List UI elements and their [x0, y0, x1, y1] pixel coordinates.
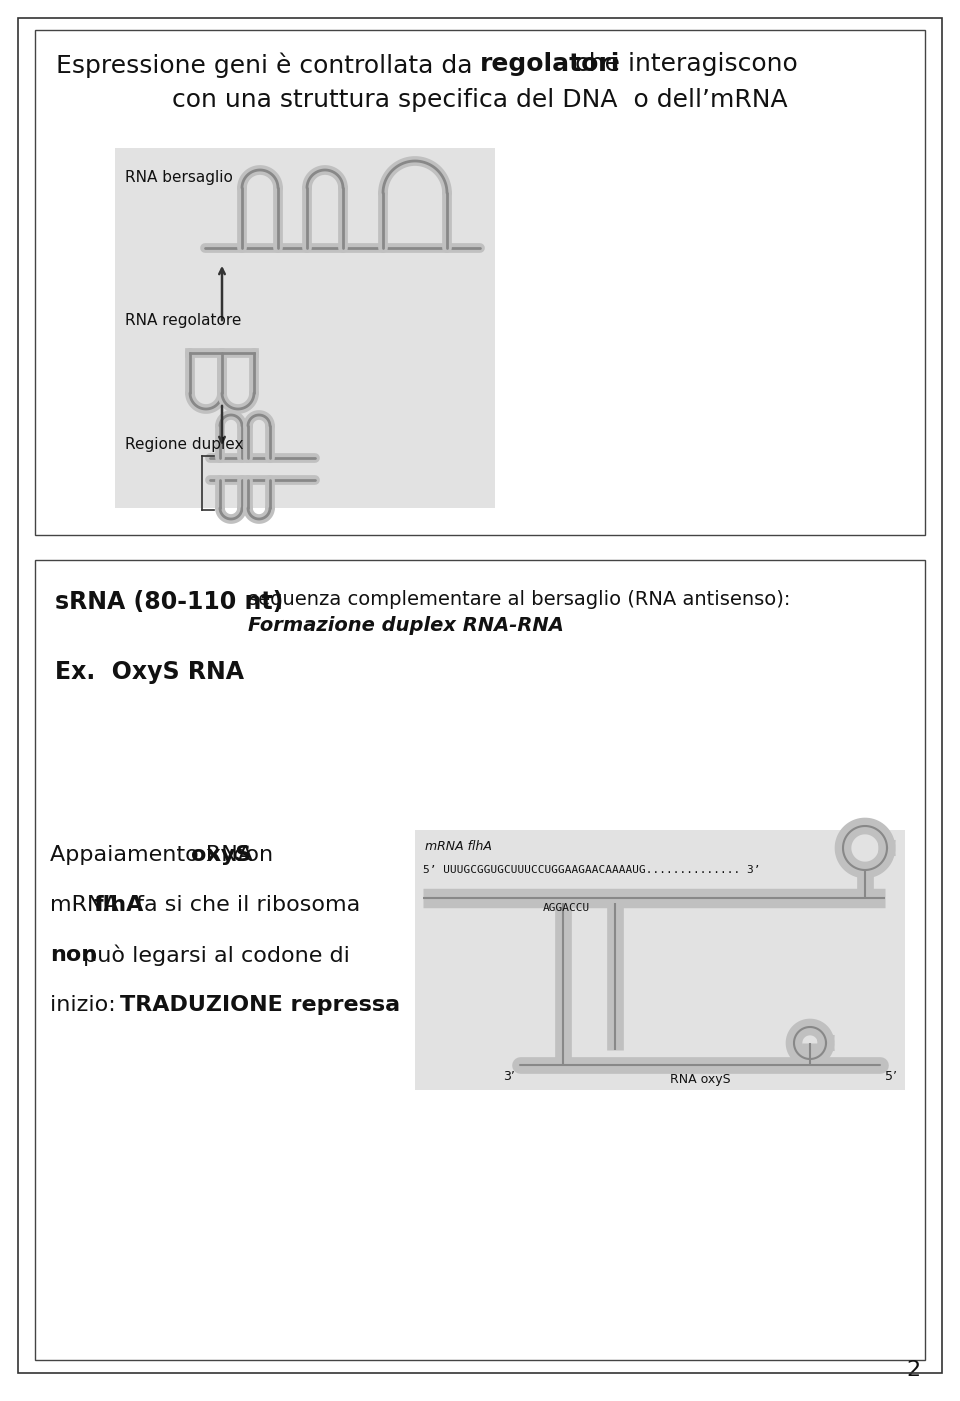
Text: flhA: flhA — [94, 895, 144, 915]
Text: inizio:: inizio: — [50, 995, 123, 1014]
Text: 5’: 5’ — [885, 1070, 897, 1083]
Text: mRNA: mRNA — [50, 895, 126, 915]
Text: Formazione duplex RNA-RNA: Formazione duplex RNA-RNA — [248, 616, 564, 635]
Text: 5’ UUUGCGGUGCUUUCCUGGAAGAACAAAAUG.............. 3’: 5’ UUUGCGGUGCUUUCCUGGAAGAACAAAAUG.......… — [423, 864, 760, 876]
Text: Regione duplex: Regione duplex — [125, 437, 244, 451]
Bar — [35, 29, 925, 535]
Bar — [35, 560, 925, 1360]
Text: può legarsi al codone di: può legarsi al codone di — [77, 946, 350, 967]
Text: mRNA flhA: mRNA flhA — [425, 841, 492, 853]
Text: TRADUZIONE repressa: TRADUZIONE repressa — [120, 995, 400, 1014]
Text: RNA regolatore: RNA regolatore — [125, 314, 241, 328]
Text: non: non — [50, 946, 97, 965]
Text: Espressione geni è controllata da: Espressione geni è controllata da — [56, 52, 480, 77]
Text: che interagiscono: che interagiscono — [567, 52, 798, 76]
Text: Ex.  OxyS RNA: Ex. OxyS RNA — [55, 660, 244, 684]
Text: RNA oxyS: RNA oxyS — [670, 1073, 731, 1086]
Text: Appaiamento RNA: Appaiamento RNA — [50, 845, 260, 864]
Text: AGGACCU: AGGACCU — [543, 904, 590, 913]
Text: RNA bersaglio: RNA bersaglio — [125, 170, 233, 185]
Bar — [415, 829, 905, 1090]
Text: sequenza complementare al bersaglio (RNA antisenso):: sequenza complementare al bersaglio (RNA… — [248, 590, 790, 609]
Text: con: con — [226, 845, 274, 864]
Text: con una struttura specifica del DNA  o dell’mRNA: con una struttura specifica del DNA o de… — [172, 88, 788, 112]
Text: sRNA (80-110 nt): sRNA (80-110 nt) — [55, 590, 283, 614]
Text: 2: 2 — [906, 1360, 920, 1380]
Text: fa si che il ribosoma: fa si che il ribosoma — [130, 895, 360, 915]
Text: regolatori: regolatori — [480, 52, 620, 76]
Text: oxyS: oxyS — [191, 845, 252, 864]
Bar — [115, 149, 495, 509]
Text: 3’: 3’ — [503, 1070, 515, 1083]
